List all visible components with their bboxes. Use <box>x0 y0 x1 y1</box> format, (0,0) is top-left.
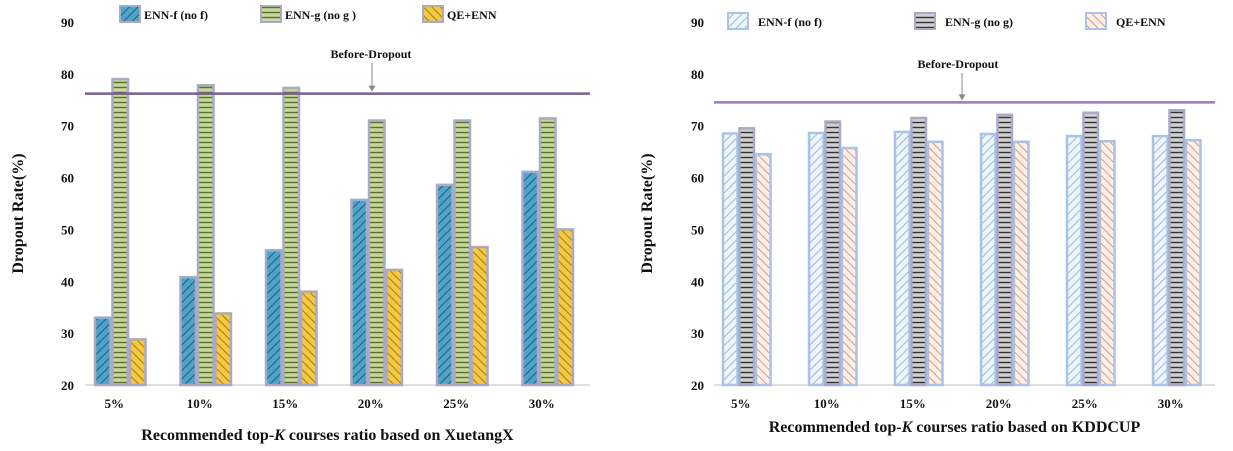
legend-swatch <box>914 12 936 30</box>
bar <box>264 248 283 387</box>
legend-swatch <box>119 5 141 23</box>
y-tick-label: 70 <box>691 119 704 134</box>
x-tick-label: 30% <box>1158 396 1184 411</box>
x-tick-label: 5% <box>731 396 751 411</box>
bar <box>996 113 1014 387</box>
x-tick-label: 25% <box>443 396 469 411</box>
bar <box>111 77 130 387</box>
bar <box>538 117 557 387</box>
bar <box>1012 140 1030 387</box>
bar <box>738 127 756 387</box>
x-tick-label: 10% <box>814 396 840 411</box>
y-tick-label: 40 <box>61 274 74 289</box>
y-axis-label: Dropout Rate(%) <box>10 153 27 273</box>
bar <box>721 132 739 387</box>
bar <box>93 316 112 387</box>
x-axis-label: Recommended top-K courses ratio based on… <box>141 427 514 444</box>
bar <box>179 275 198 387</box>
bar <box>893 130 911 387</box>
bar <box>196 84 215 387</box>
y-tick-label: 30 <box>61 326 74 341</box>
reference-line-label: Before-Dropout <box>331 47 412 61</box>
bar <box>979 132 997 387</box>
legend-label: QE+ENN <box>447 8 497 22</box>
x-tick-label: 30% <box>529 396 555 411</box>
y-tick-label: 20 <box>691 378 704 393</box>
x-axis-label: Recommended top-K courses ratio based on… <box>769 419 1141 436</box>
bar <box>926 140 944 387</box>
legend-swatch <box>260 5 282 23</box>
y-tick-label: 60 <box>61 171 74 186</box>
x-tick-label: 15% <box>900 396 926 411</box>
bar <box>1168 108 1186 387</box>
y-tick-label: 70 <box>61 119 74 134</box>
bar <box>840 146 858 387</box>
bar <box>1184 138 1202 387</box>
legend-label: ENN-f (no f) <box>758 15 822 29</box>
x-tick-label: 20% <box>986 396 1012 411</box>
legend-label: QE+ENN <box>1116 15 1166 29</box>
x-tick-label: 15% <box>272 396 298 411</box>
y-tick-label: 30 <box>691 326 704 341</box>
bar <box>1082 111 1100 387</box>
legend-label: ENN-g (no g) <box>945 15 1013 29</box>
bar <box>367 119 386 387</box>
bar <box>282 86 301 387</box>
bar <box>521 170 540 387</box>
y-axis-label: Dropout Rate(%) <box>639 153 656 273</box>
y-tick-label: 80 <box>61 67 74 82</box>
y-tick-label: 20 <box>61 378 74 393</box>
bar <box>1151 134 1169 387</box>
legend-label: ENN-f (no f) <box>144 8 208 22</box>
bar <box>435 183 454 387</box>
bar <box>385 268 404 387</box>
bar <box>470 245 489 387</box>
legend-swatch <box>1085 12 1107 30</box>
bar <box>128 338 147 387</box>
y-tick-label: 80 <box>691 67 704 82</box>
legend-swatch <box>422 5 444 23</box>
bar <box>824 120 842 387</box>
bar <box>1098 140 1116 387</box>
reference-line-label: Before-Dropout <box>918 57 999 71</box>
y-tick-label: 40 <box>691 274 704 289</box>
bar <box>453 119 472 387</box>
x-tick-label: 25% <box>1072 396 1098 411</box>
bar <box>214 312 233 387</box>
y-tick-label: 90 <box>61 15 74 30</box>
y-tick-label: 50 <box>691 222 704 237</box>
bar <box>807 131 825 387</box>
bar <box>910 116 928 387</box>
x-tick-label: 10% <box>187 396 213 411</box>
bar <box>350 198 369 387</box>
bar <box>1065 134 1083 387</box>
legend-label: ENN-g (no g ) <box>285 8 356 22</box>
bar <box>556 228 575 387</box>
reference-arrow-head <box>958 94 966 101</box>
y-tick-label: 60 <box>691 171 704 186</box>
reference-arrow-head <box>368 85 376 92</box>
x-tick-label: 5% <box>105 396 125 411</box>
x-tick-label: 20% <box>358 396 384 411</box>
y-tick-label: 50 <box>61 222 74 237</box>
bar <box>299 290 318 387</box>
bar <box>754 152 772 387</box>
legend-swatch <box>727 12 749 30</box>
y-tick-label: 90 <box>691 15 704 30</box>
